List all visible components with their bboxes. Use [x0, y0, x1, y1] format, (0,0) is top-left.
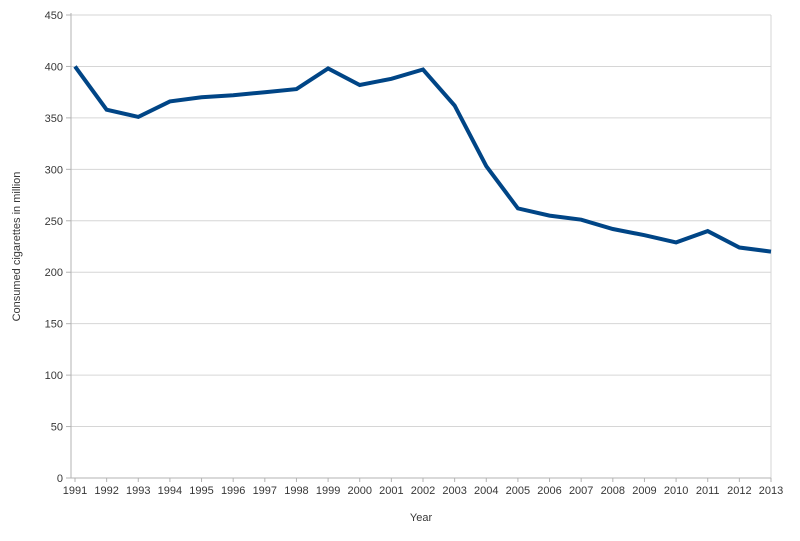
y-tick-label: 400	[45, 61, 63, 73]
y-tick-label: 300	[45, 164, 63, 176]
x-tick-label: 1999	[316, 485, 340, 497]
x-tick-label: 1993	[126, 485, 150, 497]
x-tick-label: 2007	[569, 485, 593, 497]
y-tick-label: 0	[57, 473, 63, 485]
x-tick-label: 2013	[759, 485, 783, 497]
y-tick-label: 200	[45, 267, 63, 279]
x-tick-label: 2008	[601, 485, 625, 497]
data-series-line	[73, 65, 772, 254]
x-tick-label: 2011	[696, 485, 720, 497]
x-tick-label: 2003	[442, 485, 466, 497]
x-tick-label: 2006	[537, 485, 561, 497]
x-tick-label: 2001	[379, 485, 403, 497]
x-axis-title: Year	[410, 512, 433, 524]
y-tick-label: 250	[45, 216, 63, 228]
x-tick-label: 1996	[221, 485, 245, 497]
x-tick-label: 2009	[632, 485, 656, 497]
y-tick-label: 350	[45, 113, 63, 125]
x-tick-label: 1991	[63, 485, 87, 497]
x-tick-label: 2012	[727, 485, 751, 497]
y-tick-label: 150	[45, 319, 63, 331]
x-tick-label: 2004	[474, 485, 498, 497]
y-tick-label: 100	[45, 370, 63, 382]
x-tick-label: 1997	[253, 485, 277, 497]
x-tick-label: 2010	[664, 485, 688, 497]
y-tick-label: 450	[45, 10, 63, 22]
y-axis-title: Consumed cigarettes in million	[11, 172, 23, 322]
x-tick-label: 1994	[158, 485, 182, 497]
y-tick-label: 50	[51, 422, 63, 434]
x-tick-label: 1992	[94, 485, 118, 497]
x-tick-label: 2000	[347, 485, 371, 497]
x-tick-label: 2002	[411, 485, 435, 497]
x-tick-label: 1998	[284, 485, 308, 497]
x-tick-label: 1995	[189, 485, 213, 497]
x-tick-label: 2005	[506, 485, 530, 497]
